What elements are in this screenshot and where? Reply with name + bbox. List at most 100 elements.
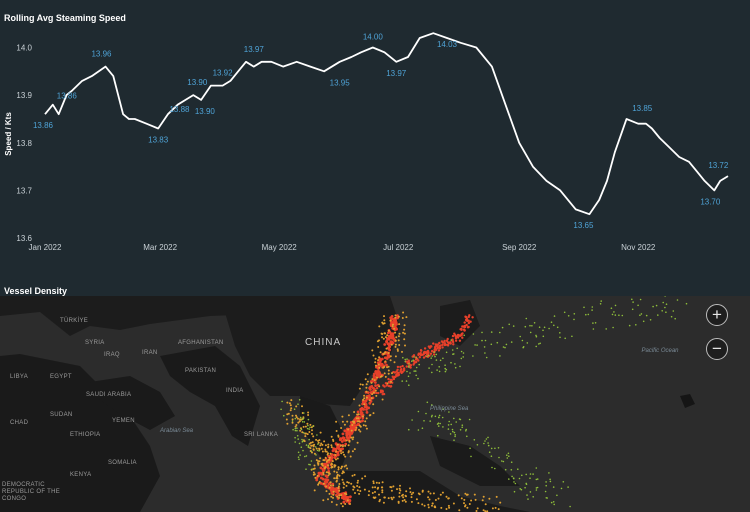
vessel-density-dot bbox=[332, 438, 334, 441]
vessel-density-dot bbox=[286, 422, 289, 425]
vessel-density-dot bbox=[346, 420, 349, 423]
vessel-density-dot bbox=[345, 433, 349, 437]
vessel-density-dot bbox=[490, 455, 493, 457]
vessel-density-dot bbox=[343, 429, 347, 433]
vessel-density-dot bbox=[280, 408, 282, 411]
vessel-density-dot bbox=[409, 372, 411, 374]
vessel-density-dot bbox=[473, 439, 476, 441]
vessel-density-dot bbox=[458, 334, 462, 338]
vessel-density-dot bbox=[396, 349, 399, 352]
vessel-density-dot bbox=[560, 487, 563, 490]
vessel-density-dot bbox=[450, 339, 453, 341]
vessel-density-dot bbox=[398, 492, 401, 494]
vessel-density-dot bbox=[315, 459, 318, 462]
vessel-density-dot bbox=[510, 469, 513, 471]
vessel-density-dot bbox=[381, 336, 383, 339]
vessel-density-dot bbox=[460, 350, 463, 353]
vessel-density-dot bbox=[404, 500, 407, 503]
vessel-density-dot bbox=[487, 436, 489, 439]
y-tick-label: 13.9 bbox=[16, 91, 32, 100]
vessel-density-dot bbox=[356, 489, 359, 492]
vessel-density-dot bbox=[321, 477, 325, 481]
vessel-density-dot bbox=[310, 450, 313, 452]
vessel-density-dot bbox=[463, 502, 465, 505]
vessel-density-dot bbox=[426, 355, 428, 358]
vessel-density-dot bbox=[448, 420, 451, 423]
vessel-density-dot bbox=[421, 427, 424, 429]
vessel-density-dot bbox=[415, 357, 418, 359]
zoom-out-button[interactable]: − bbox=[706, 338, 728, 360]
data-label: 14.03 bbox=[437, 40, 458, 49]
data-label: 13.92 bbox=[213, 69, 234, 78]
vessel-density-dot bbox=[502, 346, 505, 348]
vessel-density-dot bbox=[504, 346, 506, 349]
vessel-density-dot bbox=[471, 316, 474, 319]
vessel-density-dot bbox=[508, 455, 510, 457]
vessel-density-dot bbox=[422, 356, 426, 359]
vessel-density-dot bbox=[399, 370, 402, 373]
vessel-density-dot bbox=[567, 486, 569, 488]
vessel-density-dot bbox=[592, 328, 595, 330]
vessel-density-dot bbox=[529, 331, 532, 334]
vessel-density-dot bbox=[328, 486, 331, 489]
vessel-density-dot bbox=[434, 355, 436, 358]
vessel-density-dot bbox=[640, 313, 643, 315]
vessel-density-dot bbox=[366, 380, 369, 383]
vessel-density-dot bbox=[364, 424, 367, 427]
vessel-density-dot bbox=[336, 495, 339, 498]
vessel-density-dot bbox=[327, 474, 330, 477]
vessel-density-dot bbox=[423, 347, 427, 350]
vessel-density-dot bbox=[386, 334, 389, 337]
world-map[interactable] bbox=[0, 296, 750, 512]
vessel-density-dot bbox=[430, 415, 433, 418]
vessel-density-dot bbox=[336, 477, 339, 480]
vessel-density-dot bbox=[484, 503, 487, 506]
map-label-china: CHINA bbox=[305, 337, 342, 348]
vessel-density-dot bbox=[364, 475, 367, 478]
vessel-density-dot bbox=[490, 447, 493, 450]
vessel-density-dot bbox=[614, 304, 617, 307]
vessel-density-dot bbox=[297, 417, 299, 420]
vessel-density-dot bbox=[390, 343, 393, 346]
vessel-density-dot bbox=[397, 339, 400, 342]
vessel-density-dot bbox=[429, 420, 432, 422]
map-label-chad: CHAD bbox=[10, 420, 29, 426]
vessel-density-dot bbox=[631, 298, 633, 301]
vessel-density-dot bbox=[552, 501, 555, 503]
vessel-density-dot bbox=[286, 413, 289, 416]
vessel-density-dot bbox=[413, 370, 416, 372]
vessel-density-dot bbox=[435, 353, 438, 356]
vessel-density-dot bbox=[524, 325, 527, 328]
map-label-arabian-sea: Arabian Sea bbox=[160, 428, 194, 434]
vessel-density-dot bbox=[360, 411, 364, 415]
vessel-density-dot bbox=[324, 456, 327, 459]
vessel-density-dot bbox=[336, 475, 339, 477]
vessel-density-dot bbox=[468, 314, 471, 317]
vessel-density-dot bbox=[302, 425, 305, 428]
vessel-density-dot bbox=[371, 378, 374, 381]
vessel-density-dot bbox=[639, 298, 642, 301]
vessel-density-dot bbox=[377, 359, 380, 362]
vessel-density-dot bbox=[436, 369, 438, 371]
vessel-density-dot bbox=[533, 322, 536, 324]
vessel-density-dot bbox=[373, 497, 376, 499]
vessel-density-dot bbox=[335, 420, 338, 423]
vessel-density-dot bbox=[485, 356, 488, 359]
vessel-density-dot bbox=[433, 505, 436, 508]
map-label-india: INDIA bbox=[226, 388, 244, 394]
vessel-density-dot bbox=[294, 427, 297, 430]
vessel-density-map[interactable]: CHINA Pacific Ocean Arabian Sea Philippi… bbox=[0, 296, 750, 512]
vessel-density-dot bbox=[462, 356, 465, 358]
vessel-density-dot bbox=[313, 464, 316, 467]
vessel-density-dot bbox=[341, 447, 344, 451]
x-tick-label: Nov 2022 bbox=[621, 243, 656, 252]
vessel-density-dot bbox=[365, 390, 368, 393]
vessel-density-dot bbox=[329, 484, 332, 487]
vessel-density-dot bbox=[464, 492, 467, 495]
vessel-density-dot bbox=[327, 498, 329, 501]
vessel-density-dot bbox=[386, 382, 389, 385]
vessel-density-dot bbox=[494, 467, 496, 470]
zoom-in-button[interactable]: + bbox=[706, 304, 728, 326]
vessel-density-dot bbox=[291, 418, 294, 421]
vessel-density-dot bbox=[466, 435, 468, 438]
